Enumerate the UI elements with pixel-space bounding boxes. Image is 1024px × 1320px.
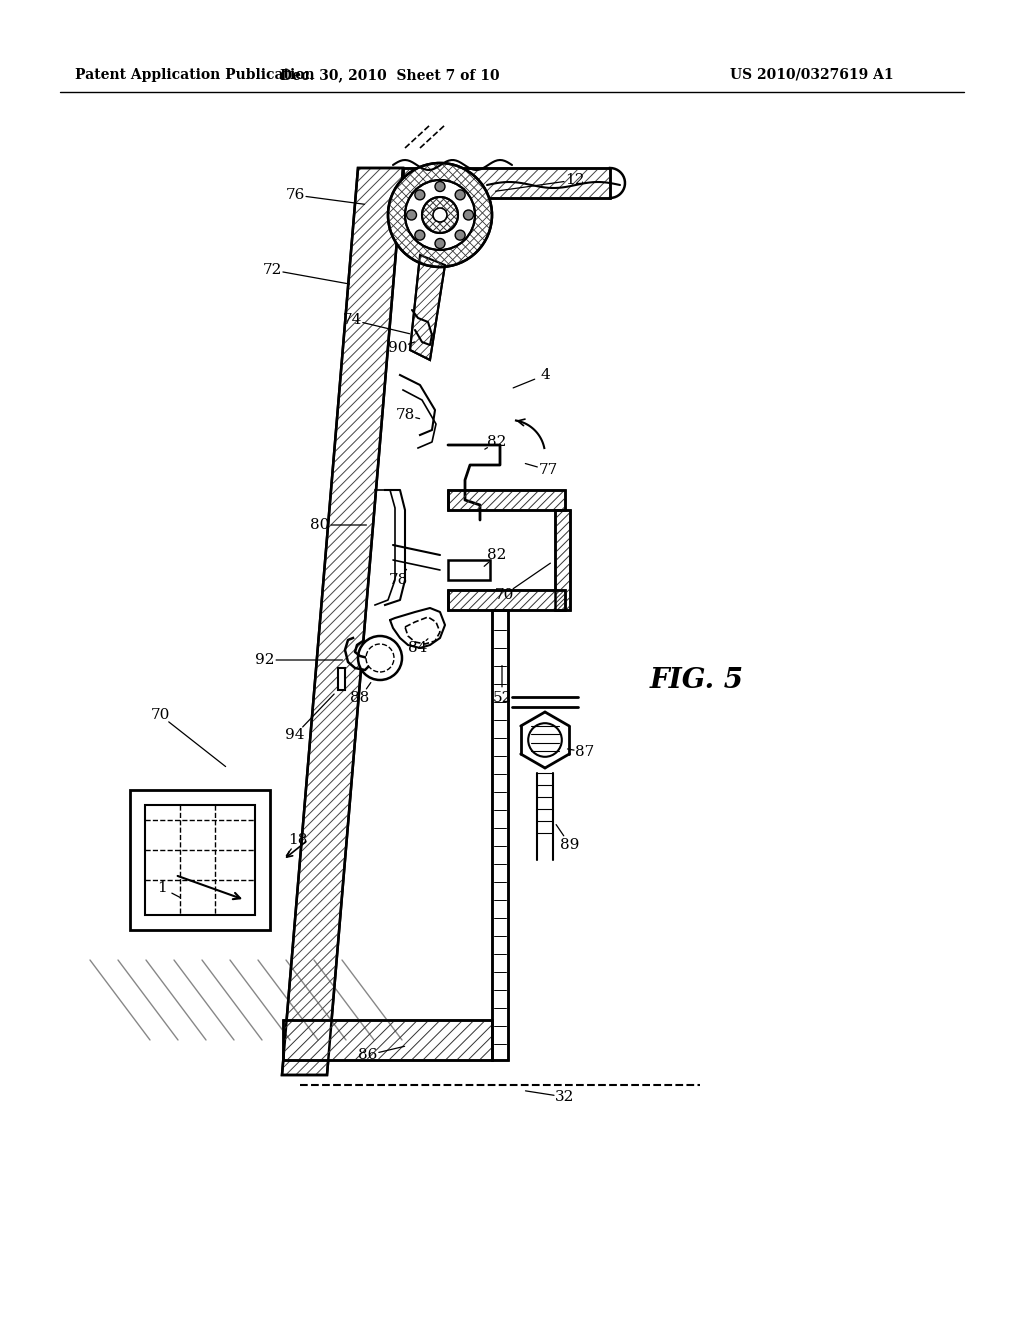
Text: 84: 84 [409, 642, 428, 655]
Polygon shape [282, 168, 403, 1074]
Circle shape [455, 230, 465, 240]
Polygon shape [145, 805, 255, 915]
Text: 87: 87 [575, 744, 595, 759]
Text: 78: 78 [388, 573, 408, 587]
Text: 4: 4 [540, 368, 550, 381]
Polygon shape [449, 560, 490, 579]
Text: 72: 72 [262, 263, 282, 277]
Polygon shape [410, 255, 445, 360]
Polygon shape [449, 590, 565, 610]
Polygon shape [555, 510, 570, 610]
Circle shape [528, 723, 562, 756]
Text: 88: 88 [350, 690, 370, 705]
Circle shape [415, 190, 425, 199]
Polygon shape [338, 668, 345, 690]
Circle shape [366, 644, 394, 672]
Text: 82: 82 [487, 436, 507, 449]
Text: 94: 94 [286, 729, 305, 742]
Text: FIG. 5: FIG. 5 [650, 667, 744, 693]
Text: 92: 92 [255, 653, 274, 667]
Polygon shape [492, 610, 508, 1060]
Text: 74: 74 [342, 313, 361, 327]
Circle shape [435, 181, 445, 191]
Circle shape [415, 230, 425, 240]
Polygon shape [283, 1020, 492, 1060]
Text: 89: 89 [560, 838, 580, 851]
Circle shape [455, 190, 465, 199]
Circle shape [358, 636, 402, 680]
Polygon shape [403, 168, 610, 198]
Polygon shape [130, 789, 270, 931]
Text: 86: 86 [358, 1048, 378, 1063]
Text: 78: 78 [395, 408, 415, 422]
Text: 82: 82 [487, 548, 507, 562]
Polygon shape [422, 197, 458, 234]
Polygon shape [282, 168, 403, 1074]
Circle shape [433, 209, 447, 222]
Text: 70: 70 [151, 708, 170, 722]
Polygon shape [449, 490, 565, 510]
Text: 18: 18 [289, 833, 307, 847]
Circle shape [422, 197, 458, 234]
Polygon shape [283, 1020, 492, 1060]
Circle shape [407, 210, 417, 220]
Circle shape [406, 180, 475, 249]
Polygon shape [555, 510, 570, 610]
Text: 52: 52 [493, 690, 512, 705]
Text: 80: 80 [310, 517, 330, 532]
Polygon shape [410, 255, 445, 360]
Text: 77: 77 [539, 463, 558, 477]
Text: 70: 70 [495, 587, 514, 602]
Polygon shape [449, 490, 565, 510]
Text: 90: 90 [388, 341, 408, 355]
Text: Patent Application Publication: Patent Application Publication [75, 69, 314, 82]
Text: Dec. 30, 2010  Sheet 7 of 10: Dec. 30, 2010 Sheet 7 of 10 [281, 69, 500, 82]
Text: 12: 12 [565, 173, 585, 187]
Circle shape [435, 239, 445, 248]
Text: 1: 1 [157, 880, 167, 895]
Circle shape [388, 162, 492, 267]
Polygon shape [388, 162, 492, 267]
Polygon shape [449, 590, 565, 610]
Polygon shape [388, 162, 492, 267]
Text: US 2010/0327619 A1: US 2010/0327619 A1 [730, 69, 894, 82]
Polygon shape [403, 168, 610, 198]
Circle shape [464, 210, 473, 220]
Text: 76: 76 [286, 187, 305, 202]
Polygon shape [422, 197, 458, 234]
Text: 32: 32 [555, 1090, 574, 1104]
